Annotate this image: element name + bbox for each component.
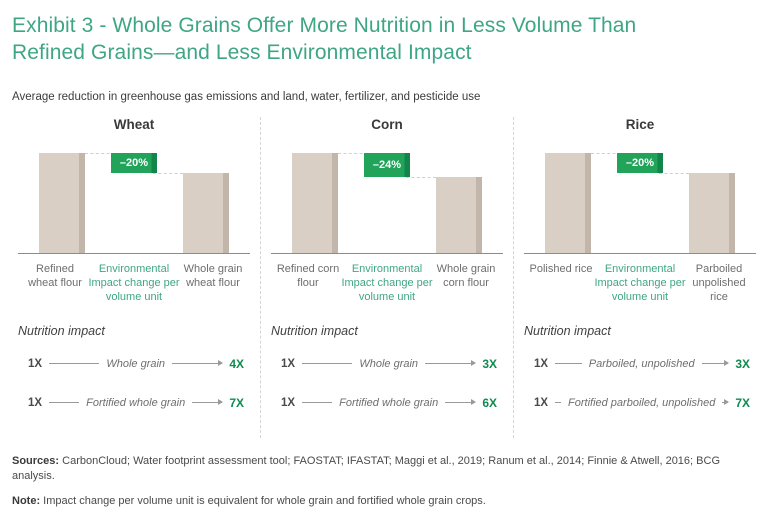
bar-label-impact-change: Environmental Impact change per volume u… (88, 262, 180, 303)
panel-header: Corn (371, 116, 403, 132)
change-badge: –24% (364, 152, 410, 177)
panel-corn: Corn –24% Refined corn flour Environment… (260, 116, 513, 438)
row-arrow-line (701, 360, 730, 367)
connector-dash-left (338, 152, 368, 154)
multiplier-label: Fortified whole grain (339, 396, 439, 409)
multiplier-end: 3X (482, 356, 497, 371)
nutrition-row: 1X Fortified whole grain 7X (28, 396, 244, 410)
bar-labels: Refined wheat flour Environmental Impact… (22, 262, 246, 304)
bar-label-whole: Parboiled unpolished rice (692, 262, 746, 303)
connector-dash-right (659, 172, 689, 174)
row-arrow-line (445, 399, 477, 406)
bar-label-impact-change: Environmental Impact change per volume u… (341, 262, 433, 303)
connector-dash-left (85, 152, 115, 154)
bar-label-impact-change: Environmental Impact change per volume u… (594, 262, 686, 303)
multiplier-start: 1X (534, 396, 549, 409)
bar-refined (39, 152, 85, 253)
row-line (555, 402, 562, 404)
bar-label-whole: Whole grain wheat flour (183, 262, 243, 289)
nutrition-heading: Nutrition impact (18, 323, 105, 338)
footer: Sources: CarbonCloud; Water footprint as… (12, 454, 756, 509)
note-label: Note: (12, 494, 41, 507)
nutrition-row: 1X Parboiled, unpolished 3X (534, 357, 750, 371)
chart-panels: Wheat –20% Refined wheat flour Environme… (8, 116, 760, 438)
nutrition-heading: Nutrition impact (524, 323, 611, 338)
change-badge: –20% (111, 152, 157, 173)
panel-header: Rice (625, 116, 655, 132)
row-line (302, 402, 333, 404)
connector-dash-right (153, 172, 183, 174)
multiplier-label: Whole grain (359, 357, 419, 370)
bar-whole (689, 172, 735, 253)
row-line (302, 363, 353, 365)
sources-line: Sources: CarbonCloud; Water footprint as… (12, 454, 756, 485)
row-line (49, 402, 80, 404)
bar-refined (545, 152, 591, 253)
multiplier-start: 1X (534, 357, 549, 370)
connector-dash-left (591, 152, 621, 154)
bar-labels: Refined corn flour Environmental Impact … (275, 262, 499, 304)
bar-label-refined: Refined corn flour (276, 262, 340, 289)
multiplier-label: Fortified parboiled, unpolished (568, 396, 716, 409)
bar-plot: –24% (271, 152, 503, 254)
bar-whole (183, 172, 229, 253)
bar-labels: Polished rice Environmental Impact chang… (528, 262, 752, 304)
multiplier-label: Parboiled, unpolished (588, 357, 695, 370)
row-arrow-line (425, 360, 477, 367)
multiplier-start: 1X (281, 396, 296, 409)
row-arrow-line (192, 399, 224, 406)
multiplier-end: 7X (735, 395, 751, 410)
nutrition-row: 1X Whole grain 3X (281, 357, 497, 371)
nutrition-row: 1X Whole grain 4X (28, 357, 244, 371)
bar-label-refined: Refined wheat flour (28, 262, 82, 289)
panel-wheat: Wheat –20% Refined wheat flour Environme… (8, 117, 260, 438)
chart-subtitle: Average reduction in greenhouse gas emis… (12, 90, 481, 103)
multiplier-end: 6X (482, 395, 498, 410)
page-title-line1: Exhibit 3 - Whole Grains Offer More Nutr… (12, 14, 637, 37)
bar-plot: –20% (524, 152, 756, 254)
bar-whole (436, 176, 482, 253)
bar-refined (292, 152, 338, 253)
bar-label-whole: Whole grain corn flour (436, 262, 496, 289)
sources-text: CarbonCloud; Water footprint assessment … (12, 454, 720, 483)
multiplier-label: Whole grain (106, 357, 166, 370)
row-line (49, 363, 100, 365)
bar-plot: –20% (18, 152, 250, 254)
nutrition-row: 1X Fortified parboiled, unpolished 7X (534, 396, 750, 410)
panel-rice: Rice –20% Polished rice Environmental Im… (513, 116, 766, 438)
connector-dash-right (406, 176, 436, 178)
sources-label: Sources: (12, 454, 60, 467)
multiplier-start: 1X (28, 396, 43, 409)
nutrition-heading: Nutrition impact (271, 323, 358, 338)
multiplier-end: 3X (735, 356, 751, 371)
note-text: Impact change per volume unit is equival… (40, 494, 486, 507)
note-line: Note: Impact change per volume unit is e… (12, 494, 756, 509)
nutrition-row: 1X Fortified whole grain 6X (281, 396, 497, 410)
change-badge: –20% (617, 152, 663, 173)
bar-label-refined: Polished rice (529, 262, 593, 275)
row-arrow-line (722, 399, 730, 406)
page-title-line2: Refined Grains—and Less Environmental Im… (12, 41, 472, 65)
multiplier-end: 4X (229, 356, 244, 371)
panel-header: Wheat (113, 116, 155, 132)
row-arrow-line (172, 360, 224, 367)
multiplier-start: 1X (281, 357, 296, 370)
row-line (555, 363, 582, 365)
page-title: Exhibit 3 - Whole Grains Offer More Nutr… (12, 12, 756, 67)
multiplier-label: Fortified whole grain (86, 396, 186, 409)
multiplier-start: 1X (28, 357, 43, 370)
multiplier-end: 7X (229, 395, 245, 410)
